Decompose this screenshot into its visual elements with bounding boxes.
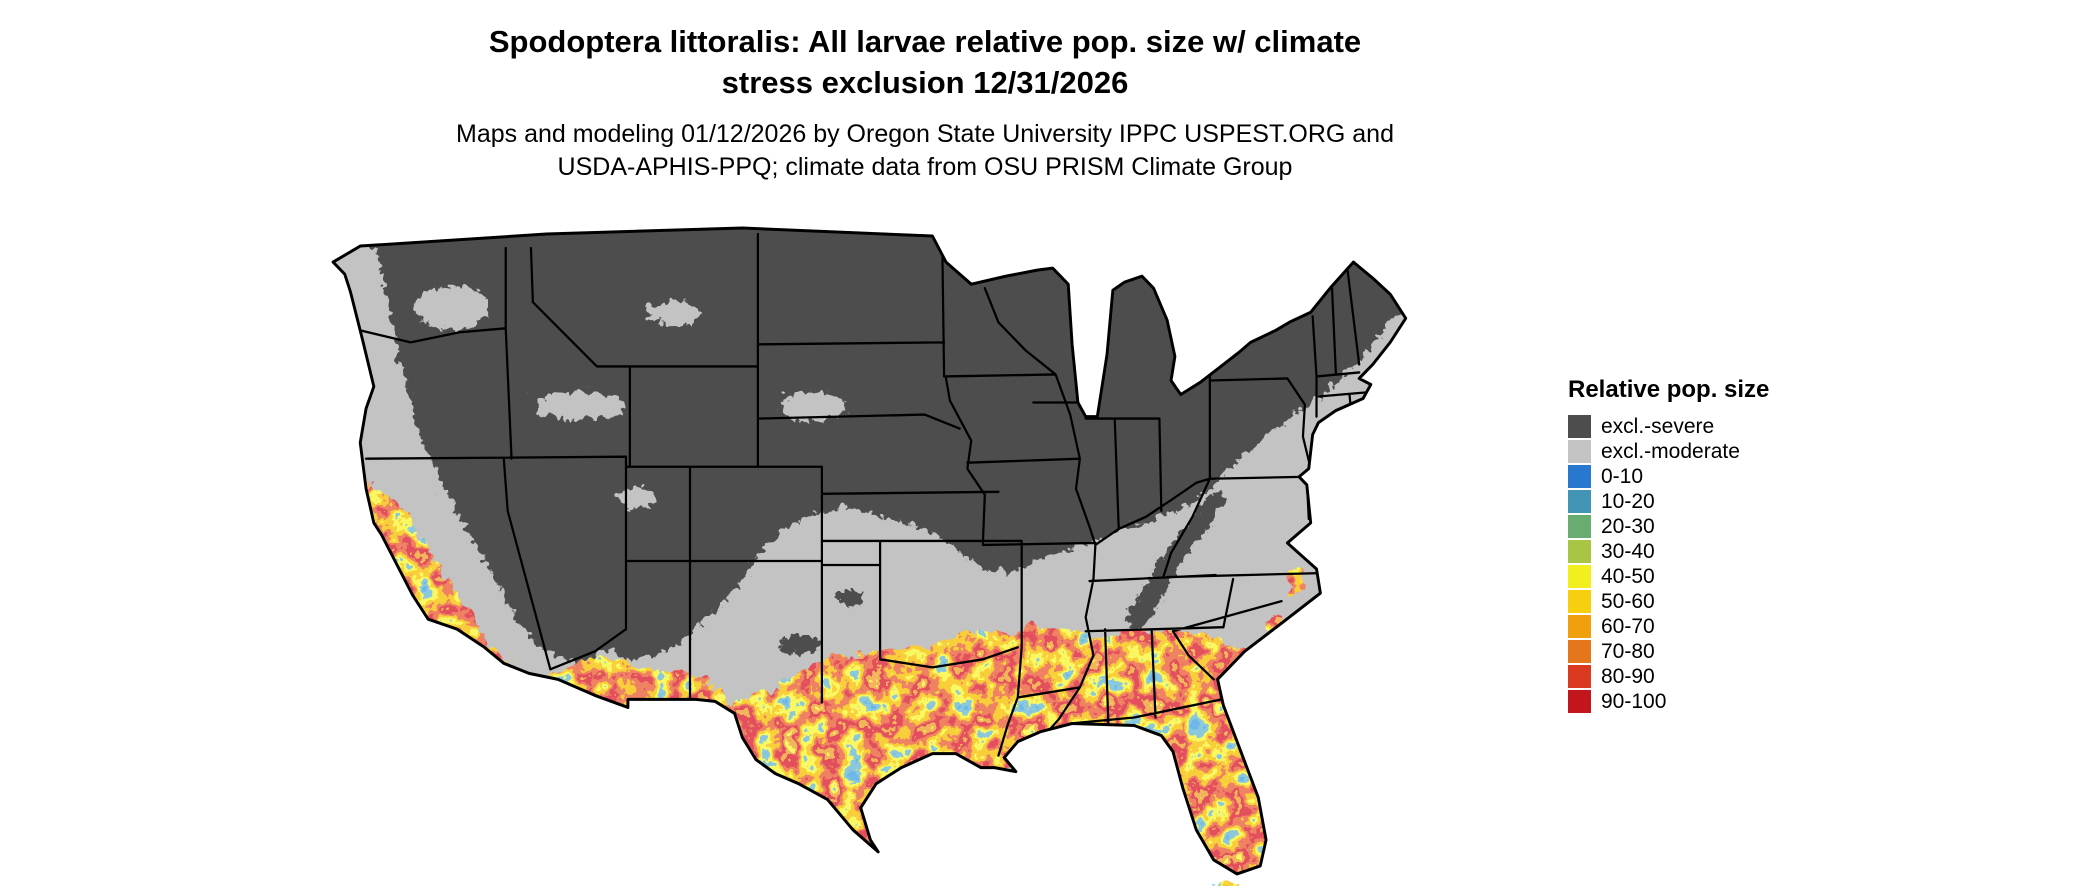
legend-item-label: 20-30 <box>1601 515 1655 538</box>
legend: Relative pop. size excl.-severe excl.-mod… <box>1568 376 1769 714</box>
legend-item-label: 60-70 <box>1601 615 1655 638</box>
excluded-severe-region <box>333 228 1406 660</box>
legend-swatch <box>1568 515 1591 538</box>
map-subtitle: Maps and modeling 01/12/2026 by Oregon S… <box>0 118 1850 185</box>
legend-item: 90-100 <box>1568 689 1769 714</box>
legend-item-label: 40-50 <box>1601 565 1655 588</box>
legend-swatch <box>1568 615 1591 638</box>
legend-item: 60-70 <box>1568 614 1769 639</box>
map-title: Spodoptera littoralis: All larvae relati… <box>0 22 1850 104</box>
moderate-patch <box>412 282 487 327</box>
us-map-svg <box>331 226 1408 885</box>
heat-region-california-coast <box>352 478 553 702</box>
legend-swatch <box>1568 640 1591 663</box>
legend-swatch <box>1568 440 1591 463</box>
legend-item: 0-10 <box>1568 464 1769 489</box>
moderate-patch <box>616 483 652 506</box>
legend-swatch <box>1568 590 1591 613</box>
legend-item-label: 10-20 <box>1601 490 1655 513</box>
legend-item: 70-80 <box>1568 639 1769 664</box>
map-title-line2: stress exclusion 12/31/2026 <box>721 64 1129 100</box>
us-map <box>304 226 1526 888</box>
legend-item-label: 50-60 <box>1601 590 1655 613</box>
legend-item: 50-60 <box>1568 589 1769 614</box>
severe-speckle <box>833 585 861 602</box>
map-title-line1: Spodoptera littoralis: All larvae relati… <box>488 24 1362 59</box>
moderate-patch <box>532 388 623 417</box>
map-subtitle-line1: Maps and modeling 01/12/2026 by Oregon S… <box>456 119 1394 148</box>
legend-item-label: 0-10 <box>1601 465 1644 488</box>
legend-item-label: 70-80 <box>1601 640 1655 663</box>
legend-swatch <box>1568 540 1591 563</box>
moderate-patch <box>645 298 696 323</box>
figure-header: Spodoptera littoralis: All larvae relati… <box>0 22 1850 184</box>
heat-region-south-gulf-florida <box>717 622 1290 874</box>
legend-item-label: 90-100 <box>1601 690 1667 713</box>
state-boundaries <box>359 232 1367 757</box>
legend-title: Relative pop. size <box>1568 376 1770 403</box>
legend-item: 80-90 <box>1568 664 1769 689</box>
legend-item: excl.-moderate <box>1568 439 1769 464</box>
legend-item-label: 30-40 <box>1601 540 1655 563</box>
heat-region-florida-keys <box>1207 876 1239 885</box>
legend-swatch <box>1568 490 1591 513</box>
legend-swatch <box>1568 665 1591 688</box>
legend-swatch <box>1568 465 1591 488</box>
heat-region-carolina-coast <box>1265 563 1301 631</box>
legend-item: 20-30 <box>1568 514 1769 539</box>
legend-item: excl.-severe <box>1568 414 1769 439</box>
heat-speckle <box>1285 563 1301 596</box>
excluded-severe-appalachian-ridge <box>1123 488 1223 625</box>
legend-swatch <box>1568 415 1591 438</box>
legend-swatch <box>1568 565 1591 588</box>
legend-item: 30-40 <box>1568 539 1769 564</box>
legend-item-label: 80-90 <box>1601 665 1655 688</box>
legend-item-label: excl.-moderate <box>1601 440 1740 463</box>
map-subtitle-line2: USDA-APHIS-PPQ; climate data from OSU PR… <box>557 153 1293 182</box>
legend-item-label: excl.-severe <box>1601 415 1715 438</box>
severe-speckle <box>775 631 819 652</box>
legend-swatch <box>1568 690 1591 713</box>
excluded-severe-speckles <box>775 585 861 652</box>
moderate-patch <box>777 387 844 418</box>
legend-item: 40-50 <box>1568 564 1769 589</box>
legend-item: 10-20 <box>1568 489 1769 514</box>
legend-items: excl.-severe excl.-moderate 0-10 10-20 20-30… <box>1568 414 1769 714</box>
heat-speckle <box>1265 608 1279 631</box>
